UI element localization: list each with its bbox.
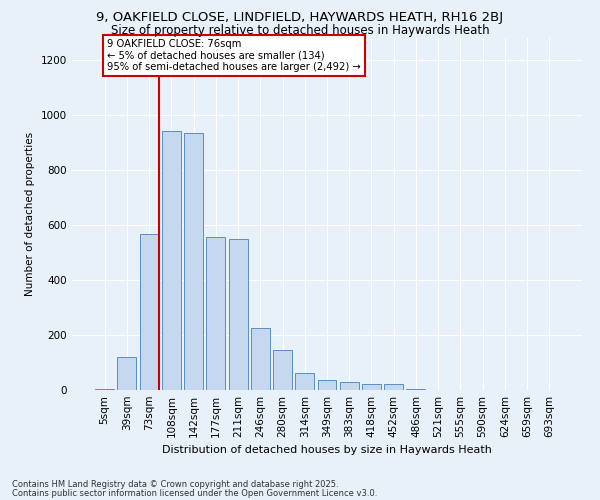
Text: Contains HM Land Registry data © Crown copyright and database right 2025.: Contains HM Land Registry data © Crown c… [12, 480, 338, 489]
Bar [162, 131, 181, 390]
Bar [140, 234, 158, 390]
Bar [95, 388, 114, 390]
Y-axis label: Number of detached properties: Number of detached properties [25, 132, 35, 296]
Bar [229, 238, 248, 390]
Text: Size of property relative to detached houses in Haywards Heath: Size of property relative to detached ho… [110, 24, 490, 37]
X-axis label: Distribution of detached houses by size in Haywards Heath: Distribution of detached houses by size … [162, 446, 492, 456]
Bar [317, 380, 337, 390]
Bar [340, 382, 359, 390]
Bar [118, 357, 136, 390]
Text: Contains public sector information licensed under the Open Government Licence v3: Contains public sector information licen… [12, 488, 377, 498]
Bar [251, 328, 270, 390]
Bar [406, 388, 425, 390]
Bar [362, 384, 381, 390]
Bar [273, 350, 292, 390]
Bar [384, 384, 403, 390]
Bar [184, 132, 203, 390]
Text: 9, OAKFIELD CLOSE, LINDFIELD, HAYWARDS HEATH, RH16 2BJ: 9, OAKFIELD CLOSE, LINDFIELD, HAYWARDS H… [97, 11, 503, 24]
Bar [206, 237, 225, 390]
Bar [295, 374, 314, 390]
Text: 9 OAKFIELD CLOSE: 76sqm
← 5% of detached houses are smaller (134)
95% of semi-de: 9 OAKFIELD CLOSE: 76sqm ← 5% of detached… [107, 40, 361, 72]
